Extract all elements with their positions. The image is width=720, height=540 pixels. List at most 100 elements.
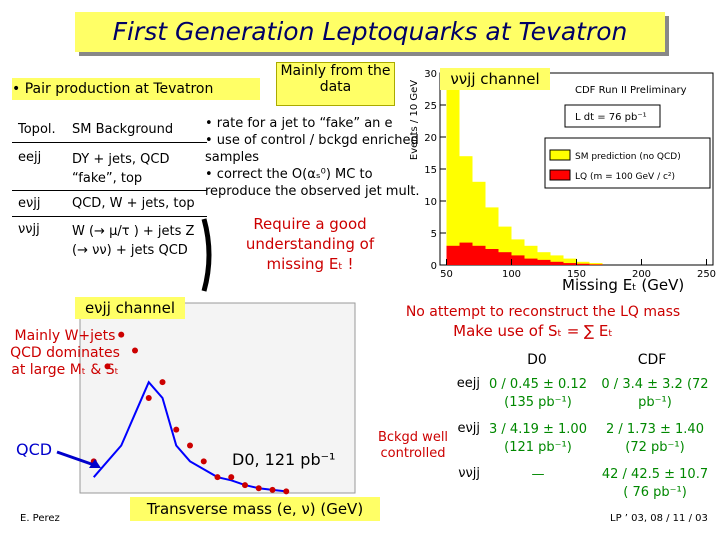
cdf-result: 42 / 42.5 ± 10.7 ( 76 pb⁻¹) bbox=[601, 467, 709, 500]
background: DY + jets, QCD “fake”, top bbox=[72, 152, 170, 186]
y-tick-label: 0 bbox=[431, 261, 437, 272]
bar bbox=[563, 263, 577, 265]
d0-plot bbox=[79, 302, 356, 495]
bar bbox=[511, 255, 525, 265]
x-axis-label: Missing Eₜ (GeV) bbox=[562, 276, 685, 294]
bar bbox=[459, 242, 473, 265]
legend-label: LQ (m = 100 GeV / c²) bbox=[575, 172, 675, 182]
note: • correct the O(αₛ⁰) MC to reproduce the… bbox=[205, 167, 420, 199]
brace bbox=[201, 218, 212, 292]
legend-label: SM prediction (no QCD) bbox=[575, 152, 681, 162]
topo: ννjj bbox=[458, 466, 480, 481]
bar bbox=[563, 258, 577, 265]
point bbox=[200, 458, 207, 465]
x-tick-label: 250 bbox=[697, 269, 716, 280]
bar bbox=[472, 245, 486, 265]
requirement: Require a good understanding of missing … bbox=[245, 215, 375, 273]
qcd-label: QCD bbox=[16, 440, 53, 459]
point bbox=[187, 442, 193, 449]
note: Make use of Sₜ = ∑ Eₜ bbox=[453, 322, 613, 340]
remark: Mainly W+jets QCD dominates at large Mₜ … bbox=[10, 328, 120, 378]
topo: eejj bbox=[18, 150, 42, 165]
y-axis-label: Events / 10 GeV bbox=[409, 80, 420, 160]
legend-swatch bbox=[549, 169, 571, 181]
y-tick-label: 10 bbox=[424, 197, 437, 208]
col-head: D0 bbox=[527, 352, 547, 368]
point bbox=[242, 482, 248, 489]
title: First Generation Leptoquarks at Tevatron bbox=[75, 12, 665, 52]
notes: • rate for a jet to “fake” an e • use of… bbox=[205, 115, 420, 200]
note: No attempt to reconstruct the LQ mass bbox=[405, 304, 681, 320]
note: • rate for a jet to “fake” an e bbox=[205, 116, 393, 131]
table-head: SM Background bbox=[72, 122, 174, 137]
point bbox=[255, 485, 262, 492]
y-tick-label: 30 bbox=[424, 69, 437, 80]
topo: eejj bbox=[456, 376, 480, 391]
bar bbox=[550, 255, 564, 265]
side-note: Bckgd well controlled bbox=[377, 430, 449, 461]
point bbox=[104, 363, 111, 370]
bar bbox=[589, 264, 603, 265]
cdf-result: 2 / 1.73 ± 1.40 (72 pb⁻¹) bbox=[606, 422, 704, 455]
rule bbox=[12, 190, 207, 191]
legend-box bbox=[544, 137, 711, 189]
table-head: Topol. bbox=[18, 122, 56, 137]
lumi: D0, 121 pb⁻¹ bbox=[232, 450, 336, 469]
channel-label: eνjj channel bbox=[75, 297, 185, 319]
bar bbox=[576, 263, 590, 265]
arrow bbox=[56, 450, 101, 468]
channel-label: ννjj channel bbox=[440, 68, 550, 90]
point bbox=[228, 474, 235, 481]
bar bbox=[485, 249, 499, 265]
y-tick-label: 5 bbox=[431, 229, 437, 240]
x-tick-label: 100 bbox=[502, 269, 521, 280]
y-tick-label: 20 bbox=[424, 133, 437, 144]
point bbox=[214, 474, 221, 481]
bar bbox=[498, 252, 512, 265]
callout: Mainly from the data bbox=[276, 62, 395, 106]
d0-result: — bbox=[531, 467, 545, 482]
plot-heading: CDF Run II Preliminary bbox=[575, 85, 687, 96]
bar bbox=[446, 245, 460, 265]
y-tick-label: 25 bbox=[424, 101, 437, 112]
line bbox=[92, 380, 287, 493]
lumi: L dt = 76 pb⁻¹ bbox=[575, 112, 647, 123]
cdf-result: 0 / 3.4 ± 3.2 (72 pb⁻¹) bbox=[601, 377, 709, 410]
x-tick-label: 150 bbox=[567, 269, 586, 280]
bar bbox=[537, 259, 551, 265]
d0-result: 0 / 0.45 ± 0.12 (135 pb⁻¹) bbox=[489, 377, 587, 410]
bar bbox=[576, 261, 590, 265]
point bbox=[269, 486, 276, 493]
point bbox=[173, 426, 180, 433]
box bbox=[564, 104, 661, 128]
bar bbox=[589, 263, 603, 265]
bar bbox=[446, 73, 460, 265]
background: QCD, W + jets, top bbox=[72, 196, 195, 211]
rule bbox=[12, 216, 207, 217]
legend-swatch bbox=[549, 149, 571, 161]
frame bbox=[79, 302, 356, 494]
x-tick-label: 50 bbox=[440, 269, 453, 280]
point bbox=[283, 488, 290, 495]
point bbox=[145, 395, 152, 401]
rule bbox=[12, 142, 207, 143]
point bbox=[132, 347, 138, 354]
event: LP ’ 03, 08 / 11 / 03 bbox=[610, 513, 708, 524]
author: E. Perez bbox=[20, 513, 60, 524]
cdf-plot: 50 100 150 200 250 0 5 10 15 20 25 30 Events / 10 Ge… bbox=[409, 69, 716, 280]
topo: eνjj bbox=[18, 196, 41, 211]
topo: ννjj bbox=[18, 222, 40, 237]
topo: eνjj bbox=[457, 421, 480, 436]
col-head: CDF bbox=[637, 352, 667, 368]
d0-result: 3 / 4.19 ± 1.00 (121 pb⁻¹) bbox=[489, 422, 587, 455]
bar bbox=[550, 261, 564, 265]
y-tick-label: 15 bbox=[424, 165, 437, 176]
x-tick-label: 200 bbox=[632, 269, 651, 280]
point bbox=[118, 331, 125, 338]
point bbox=[159, 379, 166, 386]
bar bbox=[472, 181, 486, 265]
bar bbox=[524, 258, 538, 265]
x-axis-label: Transverse mass (e, ν) (GeV) bbox=[130, 497, 380, 521]
bullet: • Pair production at Tevatron bbox=[12, 78, 260, 100]
